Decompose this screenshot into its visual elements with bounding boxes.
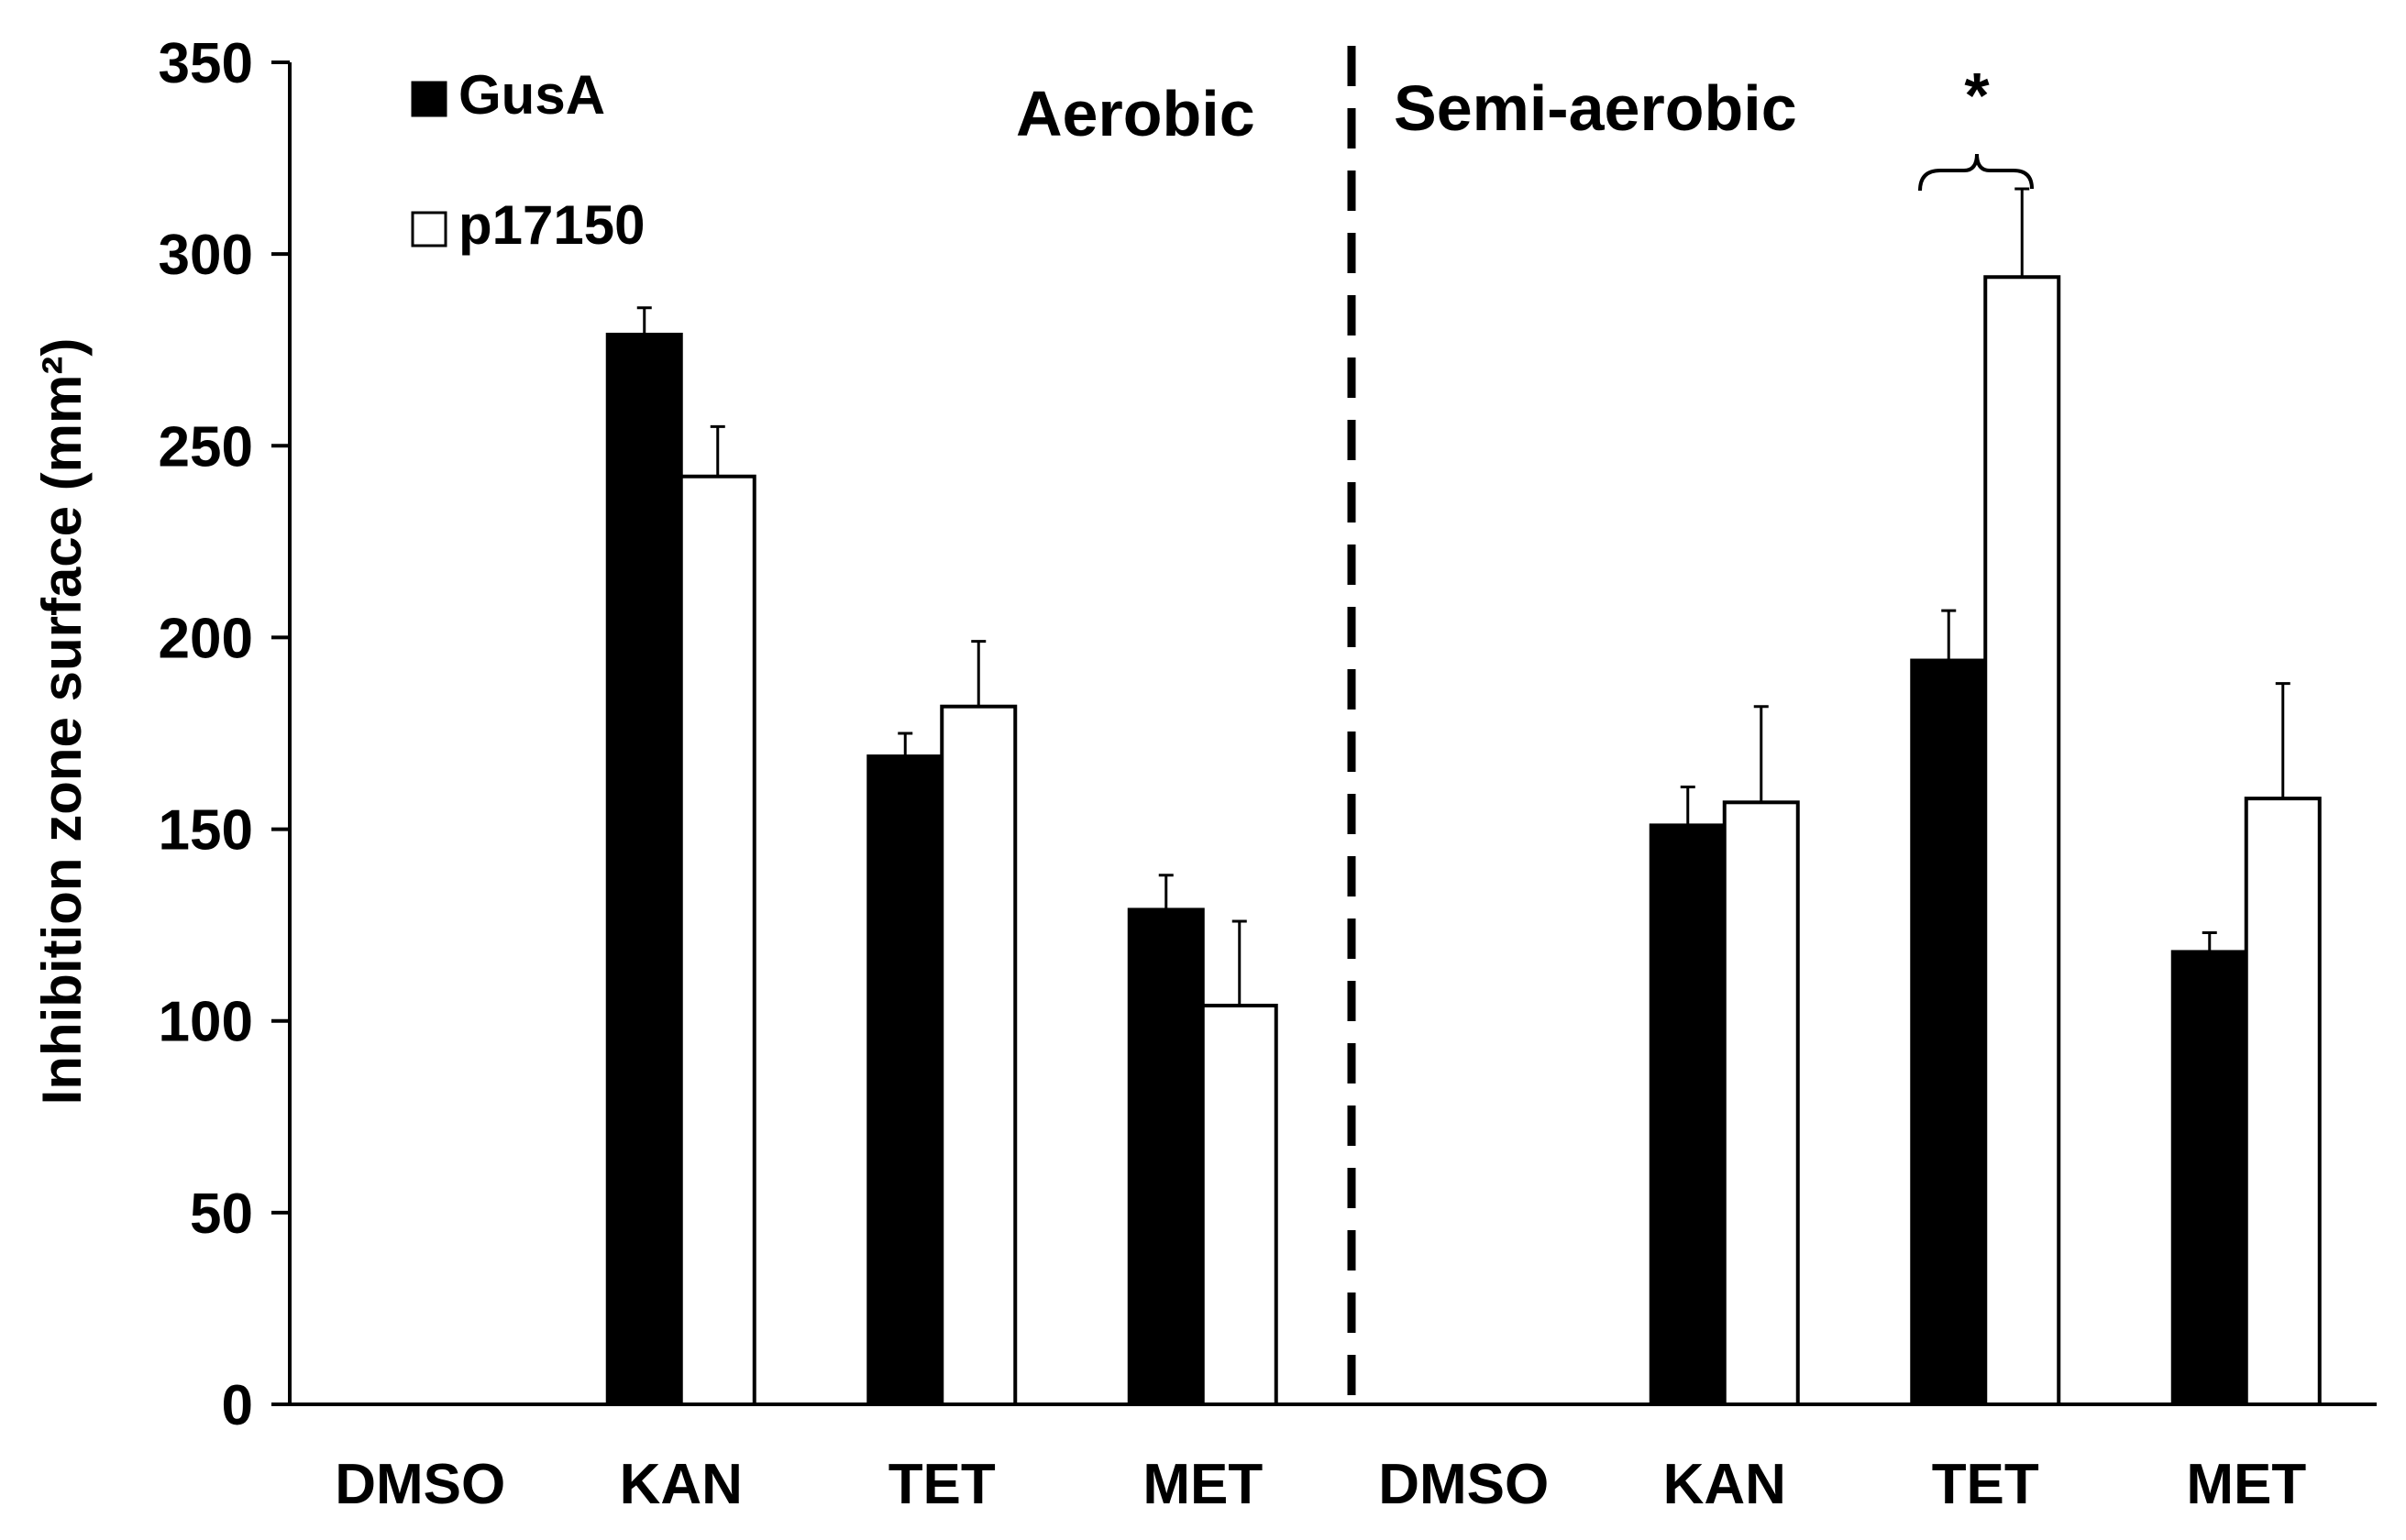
error-bars (636, 187, 2290, 1006)
x-tick-label: DMSO (1378, 1453, 1549, 1516)
bar-p17150 (1200, 1003, 1278, 1407)
bar-gusa (605, 332, 683, 1406)
significance-star: * (1964, 60, 1990, 131)
x-tick-label: DMSO (335, 1453, 505, 1516)
x-tick-label: MET (2186, 1453, 2306, 1516)
significance-bracket (1918, 153, 2034, 192)
bar-p17150 (1722, 800, 1800, 1406)
axes: 0 50 100 150 200 250 300 350 DMSO KAN TET MET DMSO KA… (159, 32, 2377, 1516)
y-tick-label: 200 (159, 607, 253, 670)
bar-gusa (2170, 950, 2248, 1406)
y-tick-label: 150 (159, 799, 253, 863)
legend-label-p17150: p17150 (458, 194, 646, 256)
bar-gusa (1127, 908, 1205, 1406)
y-tick-label: 100 (159, 991, 253, 1054)
bars (605, 275, 2322, 1407)
bar-p17150 (940, 704, 1018, 1406)
bar-gusa (866, 754, 944, 1406)
x-tick-label: KAN (620, 1453, 743, 1516)
x-tick-label: TET (1932, 1453, 2039, 1516)
legend-swatch-gusa (411, 81, 447, 117)
condition-label-semi-aerobic: Semi-aerobic (1394, 72, 1797, 144)
condition-label-aerobic: Aerobic (1016, 78, 1255, 149)
y-tick-label: 0 (222, 1374, 253, 1437)
legend-label-gusa: GusA (458, 64, 605, 126)
y-tick-label: 50 (190, 1182, 253, 1246)
y-tick-label: 350 (159, 32, 253, 95)
y-tick-label: 250 (159, 415, 253, 478)
bar-gusa (1649, 823, 1727, 1406)
y-axis-label: Inhibition zone surface (mm²) (31, 338, 93, 1106)
y-tick-label: 300 (159, 224, 253, 287)
legend-swatch-p17150 (411, 211, 447, 248)
x-tick-label: KAN (1663, 1453, 1786, 1516)
bar-p17150 (1983, 275, 2061, 1406)
bar-p17150 (2244, 797, 2322, 1406)
bar-p17150 (679, 474, 756, 1406)
bar-gusa (1910, 658, 1988, 1406)
legend: GusA p17150 (411, 64, 646, 256)
x-tick-label: TET (888, 1453, 996, 1516)
x-tick-label: MET (1142, 1453, 1263, 1516)
